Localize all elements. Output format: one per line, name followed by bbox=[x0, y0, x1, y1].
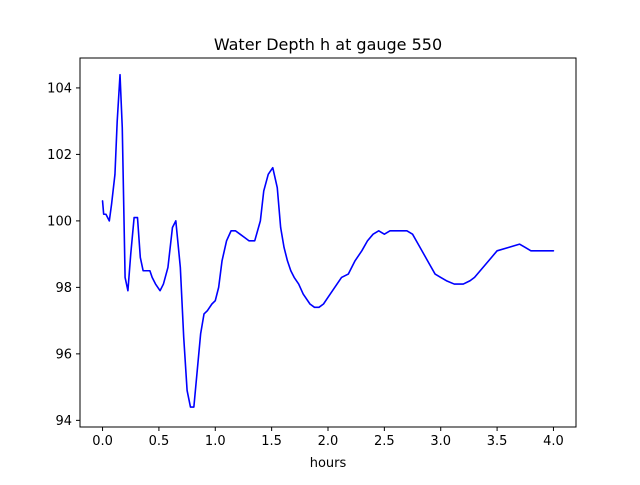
series-line-0 bbox=[101, 73, 555, 408]
plot-area bbox=[101, 73, 555, 408]
x-tick-label: 2.0 bbox=[318, 434, 339, 449]
y-tick-label: 102 bbox=[47, 148, 72, 163]
x-tick-label: 0.5 bbox=[149, 434, 170, 449]
y-tick-label: 94 bbox=[55, 414, 72, 429]
y-tick-label: 104 bbox=[47, 81, 72, 96]
x-tick-label: 1.0 bbox=[205, 434, 226, 449]
y-tick-label: 98 bbox=[55, 281, 72, 296]
x-tick-label: 1.5 bbox=[261, 434, 282, 449]
y-tick-label: 96 bbox=[55, 347, 72, 362]
y-axis: 94 96 98 100 102 104 bbox=[47, 81, 80, 429]
x-tick-label: 0.0 bbox=[92, 434, 113, 449]
x-tick-label: 2.5 bbox=[374, 434, 395, 449]
x-tick-label: 3.5 bbox=[487, 434, 508, 449]
x-axis: 0.0 0.5 1.0 1.5 2.0 2.5 3.0 3.5 4.0 bbox=[92, 427, 564, 449]
x-tick-label: 4.0 bbox=[543, 434, 564, 449]
y-tick-label: 100 bbox=[47, 214, 72, 229]
chart-title: Water Depth h at gauge 550 bbox=[214, 35, 442, 54]
x-tick-label: 3.0 bbox=[430, 434, 451, 449]
x-axis-label: hours bbox=[310, 456, 347, 471]
